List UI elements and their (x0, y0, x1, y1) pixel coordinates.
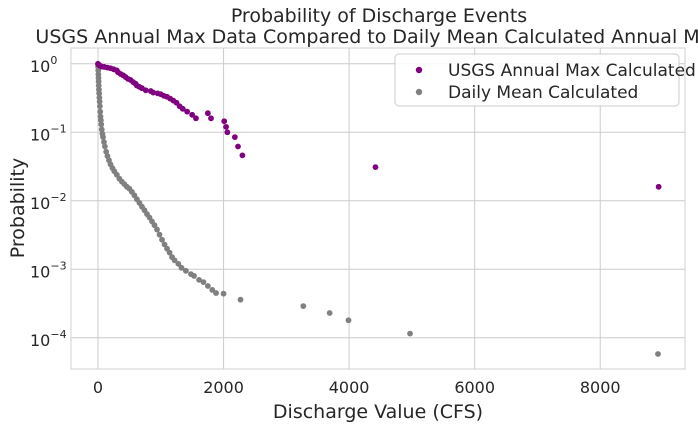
daily-mean-calculated-point (407, 330, 413, 337)
daily-mean-calculated-point (102, 143, 108, 150)
y-tick-label: 10−3 (30, 259, 67, 281)
usgs-annual-max-calculated-point (142, 87, 149, 94)
daily-mean-calculated-point (237, 296, 244, 303)
usgs-annual-max-calculated-point (655, 183, 662, 190)
y-tick-label: 10−4 (30, 328, 67, 350)
legend-marker-daily (415, 88, 423, 96)
daily-mean-calculated-point (97, 117, 104, 124)
usgs-annual-max-calculated-point (221, 118, 228, 125)
daily-mean-calculated-point (95, 78, 102, 85)
daily-mean-calculated-point (101, 139, 107, 145)
daily-mean-calculated-point (97, 108, 104, 115)
x-axis-ticks: 0 2000 4000 6000 8000 (93, 378, 621, 397)
daily-mean-calculated-point (213, 290, 219, 296)
x-tick-label: 2000 (203, 378, 244, 397)
y-axis-label: Probability (7, 158, 29, 258)
y-tick-label: 10−1 (30, 122, 67, 144)
usgs-annual-max-calculated-point (179, 105, 186, 112)
daily-mean-calculated-point (166, 249, 173, 256)
legend-box (394, 53, 680, 107)
plot-area-frame (70, 47, 686, 370)
usgs-annual-max-calculated-point (231, 134, 238, 141)
daily-mean-calculated-point (96, 103, 103, 110)
usgs-annual-max-calculated-point (204, 110, 211, 117)
daily-mean-calculated-point (171, 257, 178, 264)
daily-mean-calculated-point (220, 290, 227, 297)
daily-mean-calculated-point (345, 317, 352, 324)
daily-mean-calculated-point (178, 264, 185, 271)
usgs-annual-max-calculated-point (189, 111, 196, 118)
daily-mean-calculated-point (154, 226, 160, 233)
x-axis-label: Discharge Value (CFS) (273, 401, 483, 423)
daily-mean-calculated-point (96, 90, 103, 97)
legend-label-usgs: USGS Annual Max Calculated (448, 61, 696, 81)
legend: USGS Annual Max Calculated Daily Mean Ca… (394, 53, 696, 107)
usgs-annual-max-calculated-point (235, 143, 241, 150)
y-tick-label: 100 (30, 54, 57, 76)
daily-mean-calculated-point (204, 283, 211, 289)
y-axis-ticks: 10−4 10−3 10−2 10−1 100 (30, 54, 67, 350)
usgs-annual-max-calculated-point (239, 152, 246, 159)
usgs-annual-max-calculated-point (184, 108, 191, 115)
y-tick-label: 10−2 (30, 191, 67, 213)
daily-mean-calculated-point (100, 134, 106, 141)
daily-mean-calculated-point (175, 260, 182, 267)
daily-mean-calculated-point (151, 222, 158, 229)
legend-label-daily: Daily Mean Calculated (448, 83, 638, 103)
daily-mean-calculated-point (182, 267, 189, 274)
data-points (95, 60, 662, 357)
daily-mean-calculated-point (98, 121, 105, 128)
daily-mean-calculated-point (300, 303, 307, 309)
x-tick-label: 6000 (454, 378, 495, 397)
daily-mean-calculated-point (326, 310, 333, 316)
daily-mean-calculated-point (98, 126, 105, 133)
usgs-annual-max-calculated-point (224, 129, 231, 136)
usgs-annual-max-calculated-point (208, 115, 214, 122)
daily-mean-calculated-point (655, 351, 661, 357)
x-tick-label: 4000 (329, 378, 370, 397)
daily-mean-calculated-point (159, 236, 165, 243)
usgs-annual-max-calculated-point (193, 115, 199, 122)
daily-mean-calculated-point (196, 276, 202, 283)
usgs-annual-max-calculated-point (150, 89, 157, 96)
legend-marker-usgs (415, 66, 423, 74)
chart-title: Probability of Discharge Events (231, 5, 527, 27)
daily-mean-calculated-point (96, 98, 103, 105)
x-tick-label: 0 (93, 378, 103, 397)
daily-mean-calculated-point (200, 279, 207, 285)
daily-mean-calculated-point (161, 241, 168, 248)
daily-mean-calculated-point (191, 273, 197, 279)
usgs-annual-max-calculated-point (223, 123, 229, 130)
usgs-annual-max-calculated-point (372, 164, 379, 171)
chart-subtitle: USGS Annual Max Data Compared to Daily M… (35, 26, 698, 48)
daily-mean-calculated-point (156, 231, 163, 238)
x-tick-label: 8000 (580, 378, 621, 397)
